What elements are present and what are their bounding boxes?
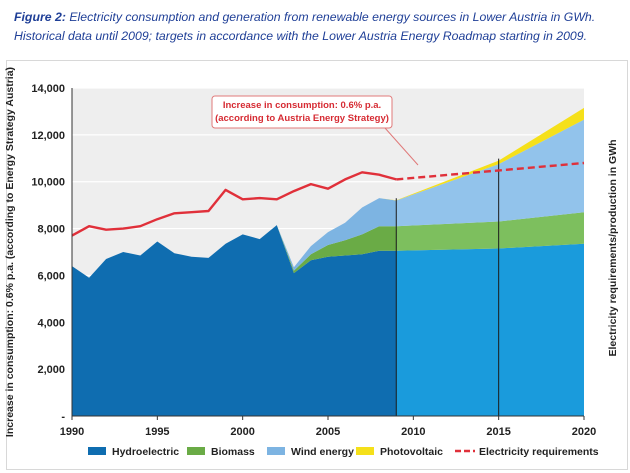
x-tick-label: 2020 xyxy=(572,426,596,438)
vertical-markers xyxy=(395,158,500,416)
legend-label-hydroelectric: Hydroelectric xyxy=(112,446,179,458)
legend-label-wind-energy: Wind energy xyxy=(291,446,354,458)
y-axis-title-right: Electricity requirements/production in G… xyxy=(607,139,619,356)
legend-label-electricity-requirements: Electricity requirements xyxy=(479,446,599,458)
area-hydroelectric-historical xyxy=(72,225,397,416)
y-axis-title-left: Increase in consumption: 0.6% p.a. (acco… xyxy=(4,67,16,437)
caption-text-1: Electricity consumption and generation f… xyxy=(69,10,596,24)
annotation-pointer xyxy=(384,127,419,166)
legend: Hydroelectric Biomass Wind energy Photovolt… xyxy=(88,446,599,458)
y-tick-label: 2,000 xyxy=(37,364,65,376)
x-tick-label: 2015 xyxy=(486,426,510,438)
area-biomass-historical xyxy=(72,225,397,278)
y-tick-label: 10,000 xyxy=(31,177,65,189)
figure-frame xyxy=(6,60,628,470)
annotation-line-2: (according to Austria Energy Strategy) xyxy=(215,113,389,124)
figure-label: Figure 2: xyxy=(14,10,66,24)
area-hydroelectric-target xyxy=(396,243,584,416)
legend-swatch-biomass xyxy=(187,447,205,455)
y-tick-label: 4,000 xyxy=(37,317,65,329)
y-tick-label: 12,000 xyxy=(31,130,65,142)
y-axis-ticks: - 2,000 4,000 6,000 8,000 10,000 12,000 14,000 xyxy=(31,83,65,423)
y-tick-label: 8,000 xyxy=(37,224,65,236)
legend-swatch-hydroelectric xyxy=(88,447,106,455)
annotation-line-1: Increase in consumption: 0.6% p.a. xyxy=(223,100,381,111)
caption-line-2: Historical data until 2009; targets in a… xyxy=(14,29,588,43)
x-tick-label: 2000 xyxy=(230,426,254,438)
line-layer xyxy=(71,161,585,237)
area-layers xyxy=(72,107,584,416)
x-axis-ticks: 1990 1995 2000 2005 2010 2015 2020 xyxy=(60,416,596,438)
area-wind-energy-target xyxy=(396,119,584,227)
legend-label-biomass: Biomass xyxy=(211,446,255,458)
figure-caption: Figure 2: Electricity consumption and ge… xyxy=(14,8,624,46)
legend-swatch-wind-energy xyxy=(267,447,285,455)
area-wind-energy-historical xyxy=(72,198,397,278)
annotation-box xyxy=(211,95,393,129)
line-electricity-requirements-projection xyxy=(396,161,585,181)
legend-swatch-photovoltaic xyxy=(356,447,374,455)
area-biomass-target xyxy=(396,212,584,251)
x-tick-label: 2010 xyxy=(401,426,425,438)
x-tick-label: 1990 xyxy=(60,426,84,438)
y-tick-label: 14,000 xyxy=(31,83,65,95)
legend-label-photovoltaic: Photovoltaic xyxy=(380,446,443,458)
annotation: Increase in consumption: 0.6% p.a. (acco… xyxy=(211,95,419,166)
line-electricity-requirements xyxy=(71,171,397,237)
x-tick-label: 1995 xyxy=(145,426,169,438)
y-tick-label: 6,000 xyxy=(37,270,65,282)
caption-line-1: Figure 2: Electricity consumption and ge… xyxy=(14,8,624,27)
x-tick-label: 2005 xyxy=(316,426,340,438)
y-tick-label: - xyxy=(61,411,65,423)
